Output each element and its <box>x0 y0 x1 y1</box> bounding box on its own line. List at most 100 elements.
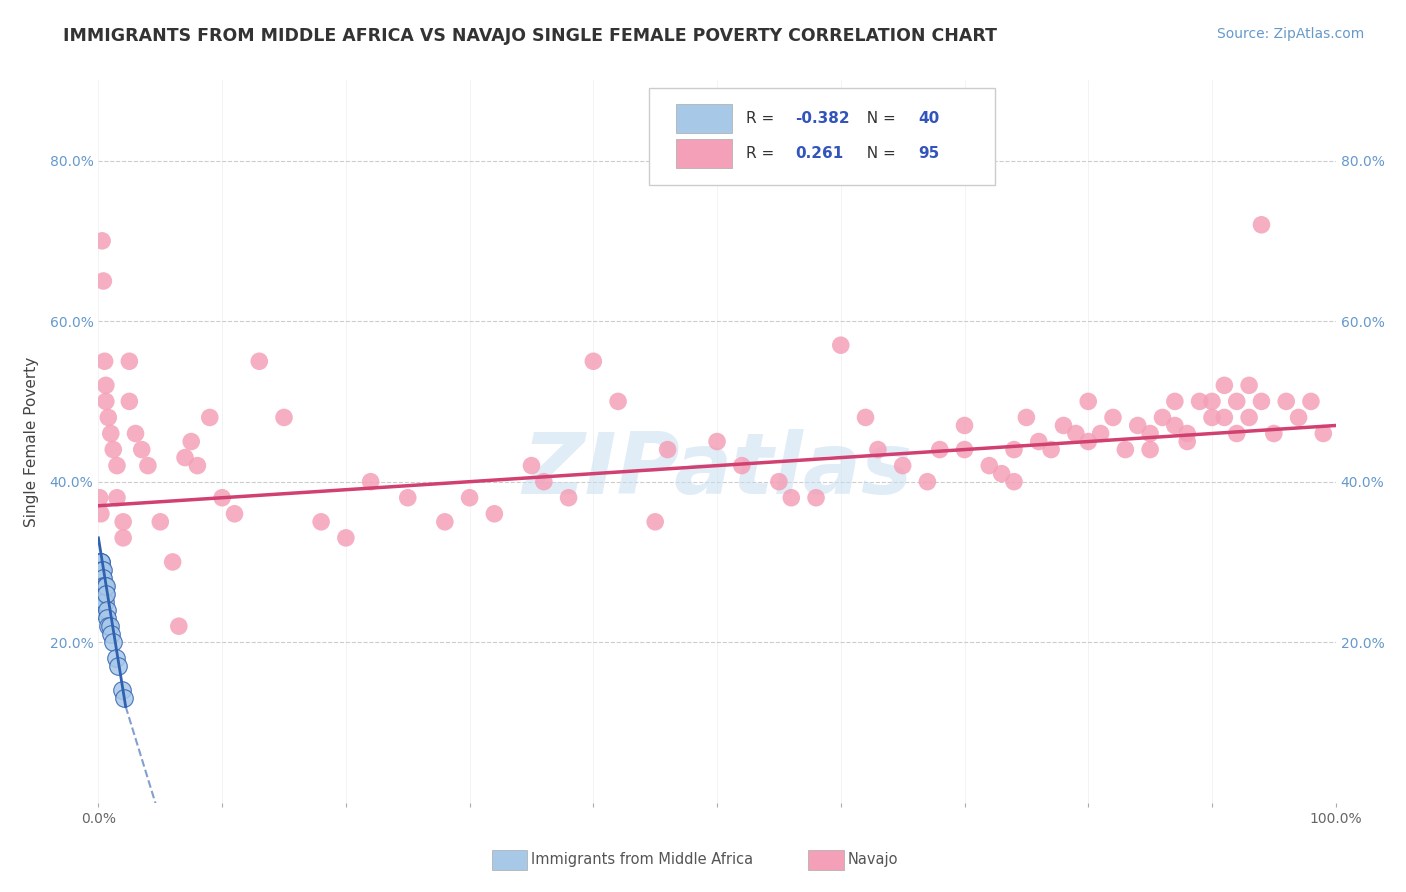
Point <box>953 442 976 457</box>
Point <box>557 491 579 505</box>
Text: N =: N = <box>856 145 900 161</box>
Point <box>105 458 128 473</box>
Point <box>1139 442 1161 457</box>
Point <box>928 442 950 457</box>
Point <box>93 563 115 577</box>
Point <box>90 507 112 521</box>
Point <box>118 354 141 368</box>
Text: IMMIGRANTS FROM MIDDLE AFRICA VS NAVAJO SINGLE FEMALE POVERTY CORRELATION CHART: IMMIGRANTS FROM MIDDLE AFRICA VS NAVAJO … <box>63 27 997 45</box>
Point <box>1102 410 1125 425</box>
Point <box>149 515 172 529</box>
Bar <box>676 104 733 133</box>
Point <box>89 571 111 585</box>
Point <box>1226 394 1249 409</box>
Point <box>830 338 852 352</box>
Point <box>90 595 112 609</box>
FancyBboxPatch shape <box>650 87 995 185</box>
Point <box>97 619 120 633</box>
Bar <box>676 139 733 168</box>
Point <box>91 563 114 577</box>
Point <box>89 563 111 577</box>
Point <box>1201 410 1223 425</box>
Point <box>89 579 111 593</box>
Text: -0.382: -0.382 <box>794 112 849 126</box>
Text: 95: 95 <box>918 145 941 161</box>
Point <box>1164 418 1187 433</box>
Point <box>360 475 382 489</box>
Point <box>866 442 889 457</box>
Point <box>1077 434 1099 449</box>
Text: Source: ZipAtlas.com: Source: ZipAtlas.com <box>1216 27 1364 41</box>
Point <box>94 378 117 392</box>
Point <box>731 458 754 473</box>
Point <box>103 442 125 457</box>
Point <box>1090 426 1112 441</box>
Point <box>89 603 111 617</box>
Point <box>91 587 114 601</box>
Point <box>433 515 456 529</box>
Point <box>105 491 128 505</box>
Point <box>953 418 976 433</box>
Point <box>1015 410 1038 425</box>
Point <box>89 587 111 601</box>
Point <box>97 410 120 425</box>
Point <box>93 274 115 288</box>
Text: Navajo: Navajo <box>848 853 898 867</box>
Point <box>90 571 112 585</box>
Point <box>1152 410 1174 425</box>
Point <box>1275 394 1298 409</box>
Text: R =: R = <box>745 112 779 126</box>
Text: R =: R = <box>745 145 783 161</box>
Point <box>1250 394 1272 409</box>
Point <box>458 491 481 505</box>
Point <box>247 354 270 368</box>
Point <box>396 491 419 505</box>
Point <box>1175 426 1198 441</box>
Point <box>1288 410 1310 425</box>
Point <box>1299 394 1322 409</box>
Point <box>104 651 127 665</box>
Point <box>1164 394 1187 409</box>
Point <box>533 475 555 489</box>
Point <box>94 394 117 409</box>
Point <box>111 683 134 698</box>
Point <box>1040 442 1063 457</box>
Point <box>162 555 184 569</box>
Point <box>93 354 115 368</box>
Point <box>1237 378 1260 392</box>
Point <box>93 579 115 593</box>
Point <box>93 587 115 601</box>
Point <box>94 579 117 593</box>
Point <box>1213 378 1236 392</box>
Point <box>174 450 197 465</box>
Point <box>93 571 115 585</box>
Point <box>780 491 803 505</box>
Text: ZIPatlas: ZIPatlas <box>522 429 912 512</box>
Point <box>112 691 135 706</box>
Text: N =: N = <box>856 112 900 126</box>
Point <box>131 442 153 457</box>
Point <box>1139 426 1161 441</box>
Point <box>124 426 146 441</box>
Point <box>93 595 115 609</box>
Point <box>90 555 112 569</box>
Point <box>335 531 357 545</box>
Point <box>118 394 141 409</box>
Point <box>186 458 208 473</box>
Point <box>93 579 115 593</box>
Point <box>484 507 506 521</box>
Point <box>167 619 190 633</box>
Point <box>96 611 118 625</box>
Point <box>91 595 114 609</box>
Point <box>1250 218 1272 232</box>
Point <box>644 515 666 529</box>
Point <box>89 555 111 569</box>
Point <box>1064 426 1087 441</box>
Point <box>90 579 112 593</box>
Point <box>706 434 728 449</box>
Point <box>1114 442 1136 457</box>
Point <box>891 458 914 473</box>
Point <box>98 619 121 633</box>
Point <box>990 467 1012 481</box>
Point <box>520 458 543 473</box>
